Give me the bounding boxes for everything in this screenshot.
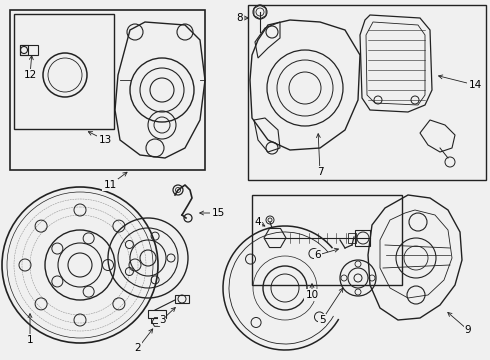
Text: 6: 6 — [315, 250, 321, 260]
Text: 9: 9 — [465, 325, 471, 335]
Text: 10: 10 — [305, 290, 318, 300]
Bar — [348, 233, 356, 243]
Text: 3: 3 — [159, 315, 165, 325]
Bar — [14, 14, 114, 129]
Text: 4: 4 — [255, 217, 261, 227]
Text: 15: 15 — [211, 208, 224, 218]
Text: 12: 12 — [24, 70, 37, 80]
Bar — [248, 5, 486, 180]
Bar — [355, 230, 370, 246]
Bar — [20, 45, 28, 55]
Text: 2: 2 — [135, 343, 141, 353]
Text: 13: 13 — [98, 135, 112, 145]
Bar — [10, 10, 205, 170]
Bar — [148, 310, 166, 318]
Text: 11: 11 — [103, 180, 117, 190]
Text: 5: 5 — [318, 315, 325, 325]
Bar — [252, 195, 402, 285]
Bar — [175, 295, 189, 303]
Text: 7: 7 — [317, 167, 323, 177]
Text: 14: 14 — [468, 80, 482, 90]
Bar — [20, 45, 38, 55]
Text: 1: 1 — [26, 335, 33, 345]
Bar — [151, 318, 163, 323]
Text: 8: 8 — [237, 13, 244, 23]
